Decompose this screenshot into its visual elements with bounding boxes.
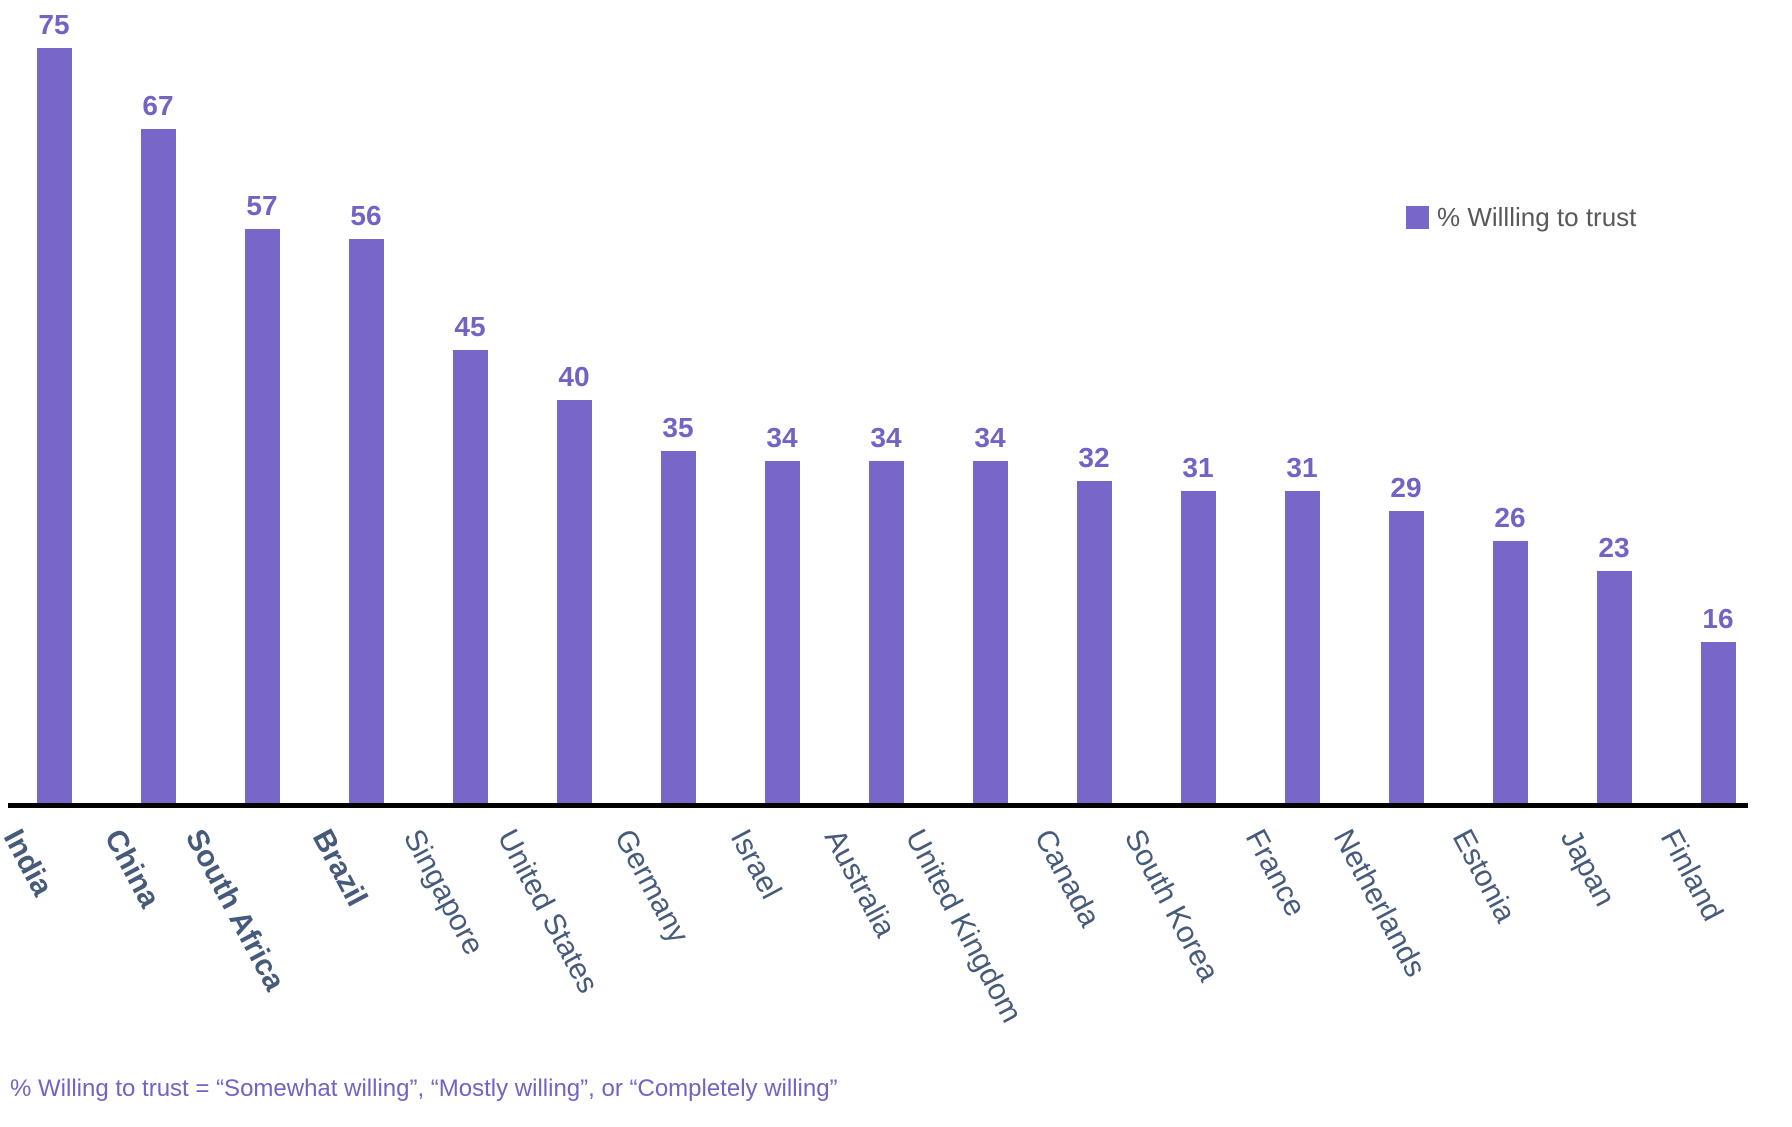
bar-value-label: 23 — [1598, 532, 1630, 563]
legend-label: % Willling to trust — [1437, 202, 1637, 232]
bar-value-label: 45 — [454, 311, 486, 342]
bar — [348, 239, 384, 803]
category-label: Brazil — [305, 824, 374, 912]
bar — [452, 350, 488, 803]
category-label: Australia — [817, 824, 902, 943]
bar — [244, 229, 280, 803]
bar-value-label: 32 — [1078, 442, 1110, 473]
bar — [1180, 491, 1216, 803]
bar — [764, 461, 800, 803]
bar-value-label: 34 — [974, 422, 1006, 453]
category-label: Netherlands — [1326, 824, 1432, 983]
bar-value-label: 34 — [766, 422, 798, 453]
bar — [1076, 481, 1112, 803]
category-label: Finland — [1653, 824, 1730, 927]
x-axis-line — [8, 803, 1748, 808]
legend-swatch-icon — [1406, 205, 1429, 229]
bar-value-label: 75 — [38, 9, 70, 40]
bar — [1284, 491, 1320, 803]
bar-value-label: 31 — [1286, 452, 1318, 483]
category-label: China — [97, 824, 166, 914]
category-label: Singapore — [396, 824, 491, 961]
category-label: South Africa — [179, 824, 292, 996]
category-label: South Korea — [1117, 824, 1226, 987]
footnote: % Willing to trust = “Somewhat willing”,… — [10, 1075, 838, 1102]
bar — [660, 451, 696, 803]
bar-value-label: 31 — [1182, 452, 1214, 483]
category-label: India — [0, 824, 59, 902]
bar-value-label: 26 — [1494, 502, 1526, 533]
bar — [36, 48, 72, 803]
category-label: United Kingdom — [898, 824, 1029, 1028]
bar-value-label: 67 — [142, 90, 174, 121]
category-label: Canada — [1028, 824, 1107, 933]
bar — [1700, 642, 1736, 803]
category-label: Japan — [1553, 824, 1622, 912]
bar-value-label: 35 — [662, 412, 694, 443]
bar-value-label: 16 — [1702, 603, 1734, 634]
bar — [972, 461, 1008, 803]
bar — [1596, 571, 1632, 803]
legend: % Willling to trust — [1406, 202, 1636, 232]
category-label: France — [1239, 824, 1312, 922]
bar — [868, 461, 904, 803]
bar-value-label: 40 — [558, 361, 590, 392]
bar — [140, 129, 176, 803]
bar-value-label: 34 — [870, 422, 902, 453]
bar — [556, 400, 592, 803]
category-label: Israel — [723, 824, 788, 905]
category-label: Germany — [607, 824, 696, 949]
category-label: Estonia — [1445, 824, 1522, 928]
bar-value-label: 56 — [350, 200, 382, 231]
bar — [1492, 541, 1528, 803]
bar — [1388, 511, 1424, 803]
bar-value-label: 57 — [246, 190, 278, 221]
category-label: United States — [490, 824, 605, 999]
bar-value-label: 29 — [1390, 472, 1422, 503]
